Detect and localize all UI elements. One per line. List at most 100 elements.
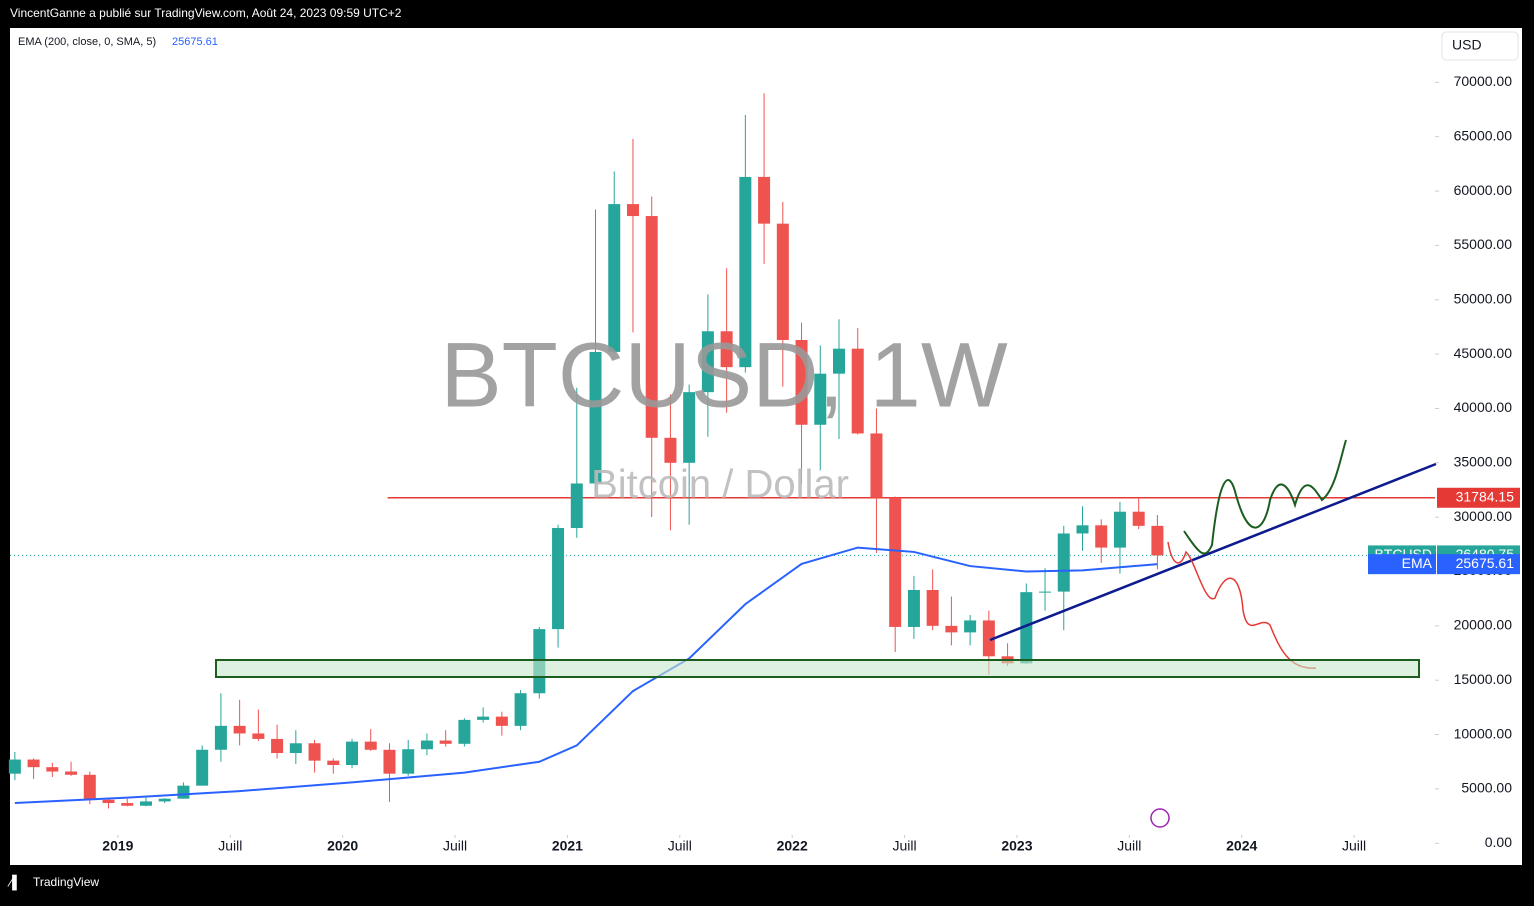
y-tick-label: 35000.00: [1454, 454, 1513, 470]
candle-body: [608, 204, 621, 352]
tag-label: EMA: [1402, 555, 1433, 571]
candle-body: [1151, 525, 1164, 556]
candle-body: [889, 497, 902, 627]
candle-body: [214, 725, 227, 750]
candle-body: [420, 740, 433, 750]
candle-body: [121, 803, 134, 806]
candle-body: [570, 483, 583, 529]
candle-body: [945, 625, 958, 633]
candle-body: [739, 176, 752, 368]
y-tick-label: 50000.00: [1454, 290, 1513, 306]
candle-body: [177, 785, 190, 799]
y-tick-label: 5000.00: [1461, 780, 1512, 796]
tag-bg: [1437, 554, 1520, 575]
candle-body: [683, 392, 696, 463]
candle-body: [46, 767, 59, 772]
candle-body: [1132, 511, 1145, 526]
y-tick-label: 20000.00: [1454, 617, 1513, 633]
candle-body: [926, 589, 939, 626]
candle-body: [364, 741, 377, 750]
y-tick-label: 15000.00: [1454, 671, 1513, 687]
tag-bg: [1368, 554, 1436, 575]
candle-body: [252, 733, 265, 739]
currency-button[interactable]: [1441, 31, 1519, 61]
bear-scenario: [1167, 541, 1317, 669]
candle-body: [308, 743, 321, 761]
candle-body: [158, 798, 171, 802]
candle-body: [1113, 511, 1126, 548]
candle-body: [83, 774, 96, 800]
candle-body: [27, 759, 40, 768]
chart-area: [10, 28, 1522, 865]
candle-body: [814, 373, 827, 425]
candle-body: [8, 759, 21, 774]
ema-line: [14, 546, 1158, 805]
candle-body: [964, 620, 977, 633]
candle-body: [870, 433, 883, 498]
x-tick-label: Juill: [218, 838, 242, 854]
watermark-subtitle: Bitcoin / Dollar: [591, 463, 849, 507]
candle-body: [664, 437, 677, 463]
bull-scenario: [1183, 439, 1347, 555]
x-tick-label: 2020: [327, 838, 358, 854]
candle-body: [233, 725, 246, 734]
candle-body: [383, 749, 396, 774]
x-tick-label: Juill: [443, 838, 467, 854]
currency: USD: [1452, 37, 1482, 53]
candle-body: [982, 620, 995, 657]
y-tick-label: 65000.00: [1454, 127, 1513, 143]
candle-body: [346, 741, 359, 765]
ema-legend-value: 25675.61: [172, 36, 218, 48]
candle-body: [271, 738, 284, 754]
candle-body: [1095, 525, 1108, 548]
candle-body: [720, 331, 733, 368]
candle-body: [327, 760, 340, 765]
candle-body: [851, 348, 864, 434]
y-tick-label: 60000.00: [1454, 182, 1513, 198]
y-tick-label: 55000.00: [1454, 236, 1513, 252]
candle-body: [645, 216, 658, 438]
x-tick-label: Juill: [1342, 838, 1366, 854]
x-tick-label: Juill: [892, 838, 916, 854]
footer-brand: TradingView: [33, 875, 99, 889]
footer-logo-mark: ⁄▌: [7, 874, 21, 890]
tag-value: 31784.15: [1456, 488, 1515, 504]
x-tick-label: Juill: [1117, 838, 1141, 854]
candle-body: [514, 693, 527, 726]
y-tick-label: 30000.00: [1454, 508, 1513, 524]
ema-legend: EMA (200, close, 0, SMA, 5): [18, 36, 156, 48]
candle-body: [1076, 525, 1089, 534]
x-tick-label: Juill: [668, 838, 692, 854]
candle-body: [458, 719, 471, 744]
candle-body: [701, 331, 714, 393]
y-tick-label: 70000.00: [1454, 73, 1513, 89]
candle-body: [139, 801, 152, 806]
candle-body: [1057, 533, 1070, 592]
tag-bg: [1437, 487, 1520, 508]
candle-body: [626, 204, 639, 217]
x-tick-label: 2023: [1001, 838, 1032, 854]
event-icon[interactable]: [1150, 808, 1170, 828]
candle-body: [102, 799, 115, 804]
y-tick-label: 45000.00: [1454, 345, 1513, 361]
candle-body: [1039, 591, 1052, 593]
candle-body: [589, 351, 602, 484]
x-tick-label: 2022: [777, 838, 808, 854]
candle-body: [1020, 592, 1033, 664]
candle-body: [495, 716, 508, 726]
x-tick-label: 2019: [102, 838, 133, 854]
candle-body: [552, 528, 565, 630]
candle-body: [795, 339, 808, 425]
candle-body: [776, 223, 789, 340]
candle-body: [758, 176, 771, 224]
x-tick-label: 2021: [552, 838, 583, 854]
watermark-title: BTCUSD, 1W: [440, 324, 1008, 426]
tag-value: 25675.61: [1456, 555, 1515, 571]
plot: 0.005000.0010000.0015000.0020000.0025000…: [8, 73, 1513, 854]
candle-body: [289, 743, 302, 754]
candle-body: [477, 716, 490, 720]
support-zone: [215, 659, 1420, 678]
candle-body: [439, 740, 452, 744]
